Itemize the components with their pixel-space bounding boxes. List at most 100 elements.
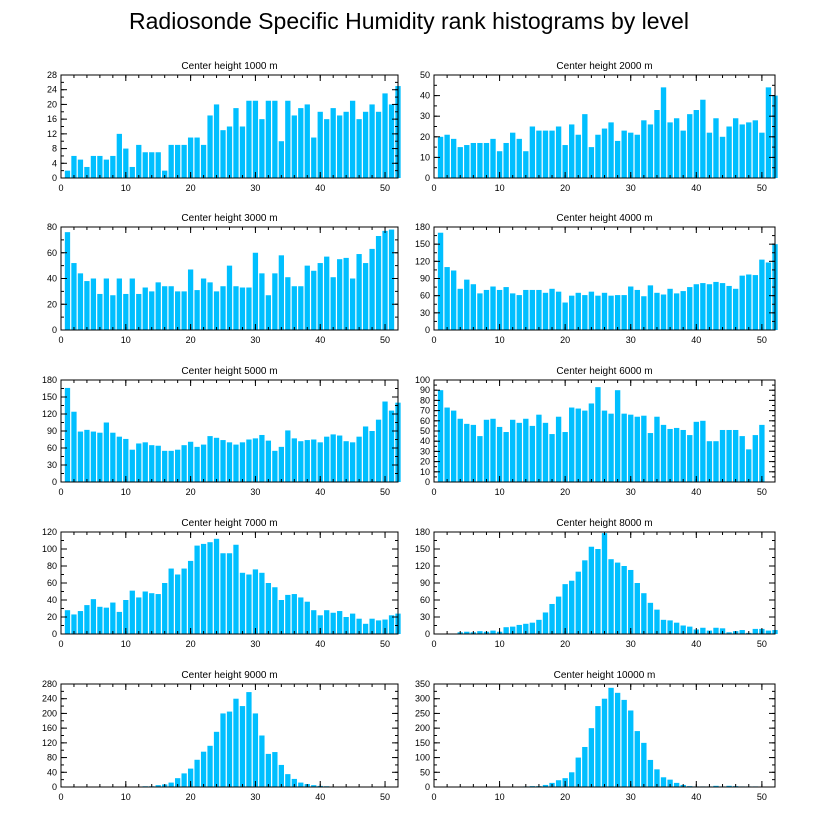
histogram-bar (549, 434, 555, 482)
x-tick-label: 50 (757, 639, 767, 649)
x-tick-label: 0 (58, 335, 63, 345)
histogram-bar (220, 553, 226, 634)
histogram-bar (569, 295, 575, 330)
histogram-bar (562, 432, 568, 482)
histogram-bar (621, 295, 627, 330)
histogram-bar (149, 152, 155, 178)
histogram-bar (149, 291, 155, 331)
histogram-bar (464, 423, 470, 482)
histogram-bar (155, 594, 161, 634)
histogram-bar (660, 424, 667, 482)
y-tick-label: 50 (420, 767, 430, 777)
panel-title: Center height 7000 m (181, 518, 277, 529)
histogram-bar (226, 711, 233, 787)
histogram-bar (470, 284, 477, 330)
histogram-bar (330, 612, 336, 634)
histogram-bar (490, 630, 496, 634)
histogram-bar (181, 291, 187, 331)
y-tick-label: 12 (47, 129, 57, 139)
y-tick-label: 0 (52, 629, 57, 639)
x-tick-label: 10 (121, 335, 131, 345)
x-tick-label: 0 (431, 639, 436, 649)
histogram-bar (265, 583, 272, 634)
y-tick-label: 30 (420, 111, 430, 121)
histogram-bar (647, 433, 654, 482)
x-tick-label: 50 (380, 183, 390, 193)
histogram-bar (194, 290, 200, 330)
x-tick-label: 50 (757, 792, 767, 802)
histogram-bar (382, 230, 388, 330)
histogram-bar (356, 618, 362, 634)
histogram-bar (84, 605, 90, 634)
histogram-bar (298, 286, 304, 330)
histogram-bar (200, 751, 207, 787)
histogram-bar (110, 155, 116, 178)
histogram-bar (437, 136, 444, 178)
histogram-bar (536, 414, 542, 482)
histogram-bar (187, 768, 194, 787)
histogram-bar (343, 617, 349, 634)
y-tick-label: 50 (420, 70, 430, 80)
histogram-bar (194, 446, 200, 482)
histogram-bar (129, 278, 135, 330)
y-tick-label: 80 (47, 561, 57, 571)
histogram-bar (71, 155, 77, 178)
histogram-bar (595, 387, 601, 482)
x-tick-label: 40 (315, 792, 325, 802)
y-tick-label: 0 (52, 325, 57, 335)
histogram-bar (304, 104, 310, 178)
histogram-bar (765, 630, 772, 634)
histogram-bar (549, 130, 555, 178)
histogram-bar (700, 420, 706, 482)
histogram-bar (343, 111, 349, 178)
y-tick-label: 240 (42, 694, 57, 704)
x-tick-label: 0 (431, 487, 436, 497)
histogram-bar (136, 144, 142, 178)
histogram-bar (680, 291, 686, 330)
histogram-bar (503, 627, 509, 634)
histogram-bar (162, 450, 168, 482)
histogram-bar (654, 609, 660, 634)
histogram-bar (647, 602, 654, 634)
histogram-bar (239, 126, 246, 178)
histogram-bar (330, 277, 336, 330)
histogram-bar (628, 132, 634, 178)
x-tick-label: 40 (315, 183, 325, 193)
histogram-bar (77, 611, 84, 634)
histogram-bar (116, 611, 122, 634)
histogram-bar (457, 288, 463, 330)
histogram-bar (246, 574, 252, 634)
histogram-bar (285, 774, 291, 788)
x-tick-label: 40 (315, 335, 325, 345)
histogram-bar (207, 436, 213, 482)
histogram-bar (516, 295, 522, 330)
histogram-bar (226, 442, 233, 482)
histogram-bar (285, 277, 291, 330)
histogram-bar (77, 159, 84, 178)
histogram-bar (324, 436, 330, 482)
histogram-bar (220, 286, 226, 330)
histogram-bar (641, 296, 647, 330)
histogram-bar (477, 631, 483, 634)
histogram-bar (285, 594, 291, 634)
histogram-bar (752, 120, 759, 178)
histogram-bar (317, 263, 323, 330)
histogram-bar (239, 706, 246, 787)
histogram-bar (349, 442, 356, 482)
histogram-bar (142, 591, 148, 634)
x-tick-label: 0 (58, 183, 63, 193)
histogram-bar (71, 263, 77, 330)
x-tick-label: 30 (626, 487, 636, 497)
histogram-bar (582, 295, 588, 330)
y-tick-label: 8 (52, 144, 57, 154)
y-tick-label: 20 (47, 99, 57, 109)
y-tick-label: 40 (420, 436, 430, 446)
histogram-bar (746, 449, 752, 482)
histogram-bar (667, 288, 673, 330)
y-tick-label: 200 (42, 708, 57, 718)
histogram-bar (375, 620, 382, 634)
histogram-bar (298, 597, 304, 634)
y-tick-label: 100 (415, 753, 430, 763)
x-tick-label: 10 (495, 792, 505, 802)
